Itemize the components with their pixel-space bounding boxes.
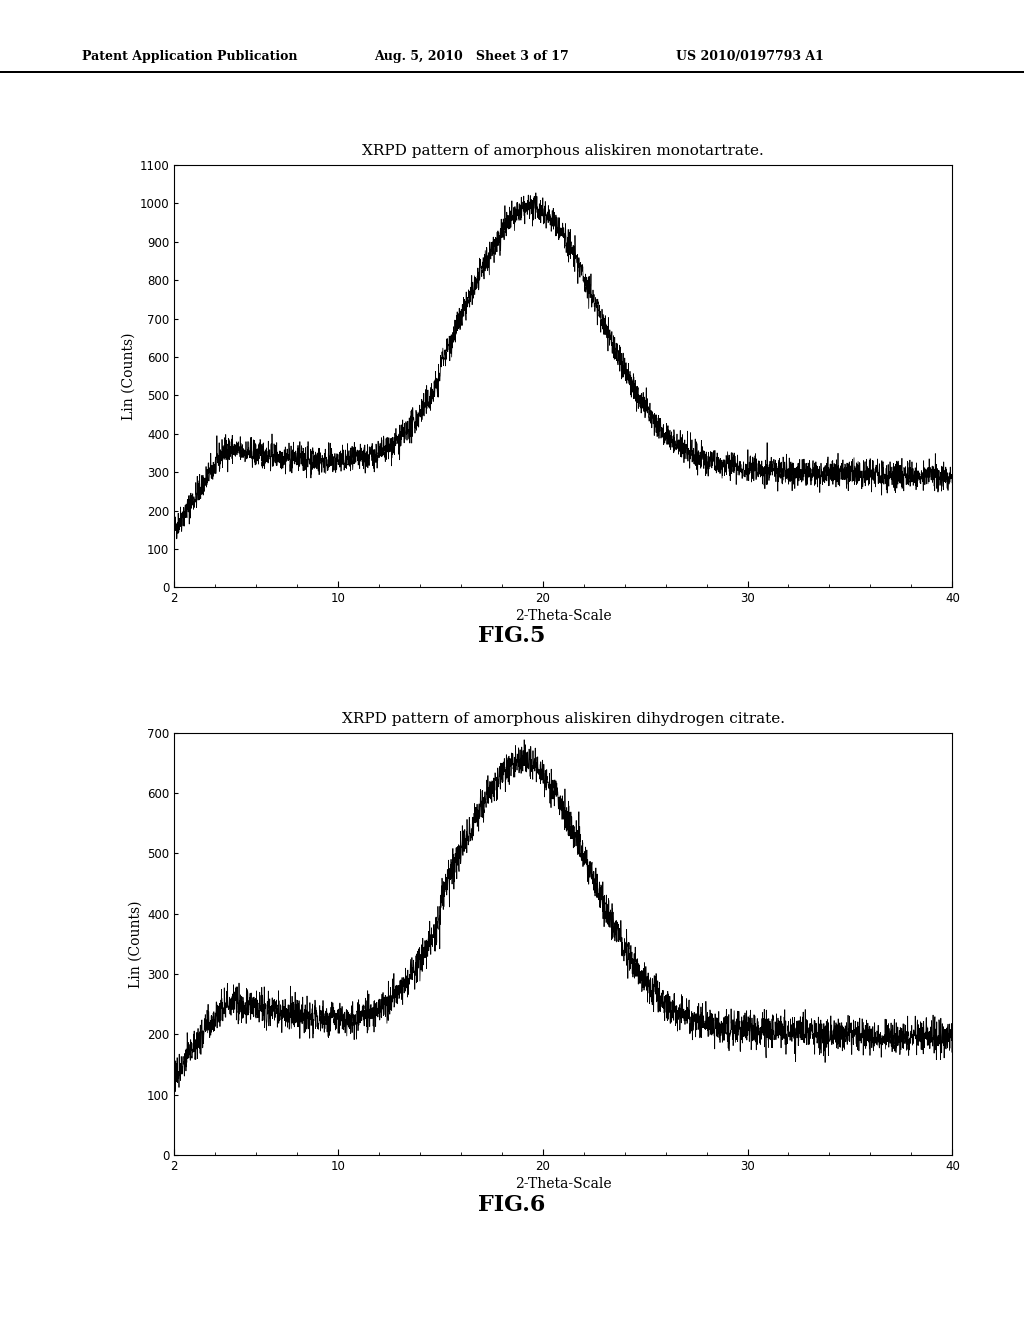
- Text: Aug. 5, 2010   Sheet 3 of 17: Aug. 5, 2010 Sheet 3 of 17: [374, 50, 568, 63]
- Y-axis label: Lin (Counts): Lin (Counts): [129, 900, 142, 987]
- X-axis label: 2-Theta-Scale: 2-Theta-Scale: [515, 610, 611, 623]
- Text: FIG.5: FIG.5: [478, 626, 546, 647]
- Title: XRPD pattern of amorphous aliskiren monotartrate.: XRPD pattern of amorphous aliskiren mono…: [362, 144, 764, 158]
- Text: Patent Application Publication: Patent Application Publication: [82, 50, 297, 63]
- Y-axis label: Lin (Counts): Lin (Counts): [121, 333, 135, 420]
- Title: XRPD pattern of amorphous aliskiren dihydrogen citrate.: XRPD pattern of amorphous aliskiren dihy…: [342, 711, 784, 726]
- Text: FIG.6: FIG.6: [478, 1195, 546, 1216]
- Text: US 2010/0197793 A1: US 2010/0197793 A1: [676, 50, 823, 63]
- X-axis label: 2-Theta-Scale: 2-Theta-Scale: [515, 1177, 611, 1191]
